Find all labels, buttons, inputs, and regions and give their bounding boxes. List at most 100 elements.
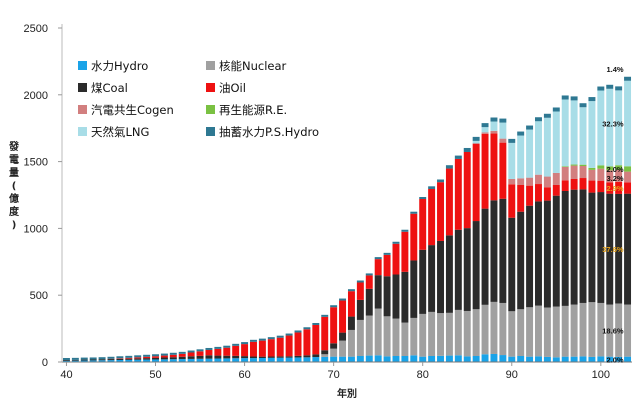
bar-oil-83 xyxy=(445,168,453,236)
bar-hydro-92 xyxy=(526,356,534,362)
y-axis-title-char: ( xyxy=(12,181,17,192)
bar-nuclear-87 xyxy=(481,304,489,355)
bar-cogen-90 xyxy=(508,178,516,185)
bar-hydro-49 xyxy=(143,359,151,362)
bar-hydro-102 xyxy=(615,356,623,362)
bar-nuclear-76 xyxy=(383,316,391,357)
bar-hydro-45 xyxy=(107,360,115,362)
legend-label-coal: 煤Coal xyxy=(91,81,128,95)
bar-pshydro-96 xyxy=(561,95,569,100)
bar-pshydro-101 xyxy=(606,84,614,89)
bar-hydro-43 xyxy=(89,360,97,362)
legend-swatch-cogen xyxy=(78,105,87,114)
bar-coal-57 xyxy=(214,355,222,359)
legend-swatch-coal xyxy=(78,83,87,92)
bar-cogen-94 xyxy=(543,176,551,188)
bar-oil-103 xyxy=(624,182,632,194)
bar-pshydro-58 xyxy=(223,345,231,348)
bar-hydro-41 xyxy=(71,360,79,362)
y-axis-title-char: 發 xyxy=(8,140,19,153)
bar-coal-99 xyxy=(588,192,596,303)
bar-pshydro-74 xyxy=(365,273,373,276)
bar-re-97 xyxy=(570,164,578,166)
bar-coal-69 xyxy=(321,350,329,355)
bar-lng-94 xyxy=(543,117,551,177)
bar-re-101 xyxy=(606,166,614,171)
bar-pshydro-81 xyxy=(428,186,436,189)
bar-coal-49 xyxy=(143,358,151,360)
y-tick-label: 2000 xyxy=(24,90,48,102)
bar-re-99 xyxy=(588,167,596,170)
bar-pshydro-49 xyxy=(143,354,151,357)
bar-hydro-62 xyxy=(258,357,266,362)
bar-pshydro-40 xyxy=(62,357,70,360)
bar-hydro-68 xyxy=(312,357,320,362)
bar-pshydro-91 xyxy=(517,131,525,136)
x-tick-label: 90 xyxy=(506,369,518,381)
bar-hydro-69 xyxy=(321,356,329,362)
y-axis-title-char: 度 xyxy=(9,205,20,218)
bar-oil-54 xyxy=(187,352,195,357)
bar-coal-95 xyxy=(552,195,560,307)
bar-pshydro-56 xyxy=(205,347,213,350)
bar-re-98 xyxy=(579,164,587,167)
bar-cogen-99 xyxy=(588,169,596,181)
bar-pshydro-82 xyxy=(437,179,444,183)
bar-hydro-95 xyxy=(552,357,560,362)
bar-hydro-74 xyxy=(365,355,373,362)
bar-pshydro-83 xyxy=(445,165,453,169)
bar-nuclear-77 xyxy=(392,318,400,356)
bar-nuclear-94 xyxy=(543,307,551,357)
bar-oil-100 xyxy=(597,180,605,193)
bar-hydro-71 xyxy=(339,356,347,362)
bar-oil-63 xyxy=(267,339,275,357)
bar-hydro-50 xyxy=(152,359,159,362)
bar-nuclear-83 xyxy=(445,312,453,356)
bar-hydro-94 xyxy=(543,356,551,362)
x-tick-label: 100 xyxy=(592,369,610,381)
bar-pshydro-68 xyxy=(312,322,320,325)
bar-cogen-93 xyxy=(535,174,542,185)
x-axis-title: 年別 xyxy=(337,387,357,400)
bar-nuclear-92 xyxy=(526,307,534,357)
bar-coal-96 xyxy=(561,190,569,306)
bar-coal-87 xyxy=(481,208,489,305)
bar-coal-45 xyxy=(107,359,115,361)
legend-swatch-oil xyxy=(206,83,215,92)
bar-hydro-90 xyxy=(508,356,516,362)
bar-pshydro-47 xyxy=(125,355,133,358)
bar-coal-59 xyxy=(232,355,240,359)
bar-coal-80 xyxy=(419,249,427,314)
bar-pshydro-41 xyxy=(71,357,79,360)
bar-coal-56 xyxy=(205,355,213,359)
bar-oil-81 xyxy=(428,188,436,246)
bar-lng-90 xyxy=(508,142,516,179)
bar-pshydro-59 xyxy=(232,343,240,346)
bar-re-103 xyxy=(624,166,632,172)
bar-nuclear-79 xyxy=(410,317,418,356)
bar-oil-47 xyxy=(125,357,133,359)
bar-oil-46 xyxy=(116,358,124,359)
bar-pshydro-92 xyxy=(526,125,534,130)
bar-oil-59 xyxy=(232,345,240,356)
share-label-lng: 32.3% xyxy=(602,120,624,129)
bar-oil-91 xyxy=(517,184,525,212)
bar-nuclear-71 xyxy=(339,340,347,357)
bar-oil-56 xyxy=(205,349,213,356)
bar-coal-60 xyxy=(241,356,249,359)
bar-pshydro-64 xyxy=(276,335,284,338)
bar-pshydro-93 xyxy=(535,117,542,122)
bar-pshydro-88 xyxy=(490,117,498,122)
bar-cogen-101 xyxy=(606,170,614,183)
share-label-pshydro: 1.4% xyxy=(606,65,623,74)
bar-oil-60 xyxy=(241,344,249,357)
share-labels-layer: 1.4%32.3%2.0%3.2%2.9%37.6%18.6%2.0% xyxy=(602,65,624,365)
bar-coal-47 xyxy=(125,358,133,360)
bar-hydro-99 xyxy=(588,356,596,362)
bar-hydro-100 xyxy=(597,356,605,362)
bar-oil-93 xyxy=(535,184,542,202)
bar-pshydro-70 xyxy=(330,305,338,308)
bar-hydro-70 xyxy=(330,356,338,362)
legend-label-lng: 天然氣LNG xyxy=(91,125,149,139)
bar-oil-80 xyxy=(419,199,427,250)
